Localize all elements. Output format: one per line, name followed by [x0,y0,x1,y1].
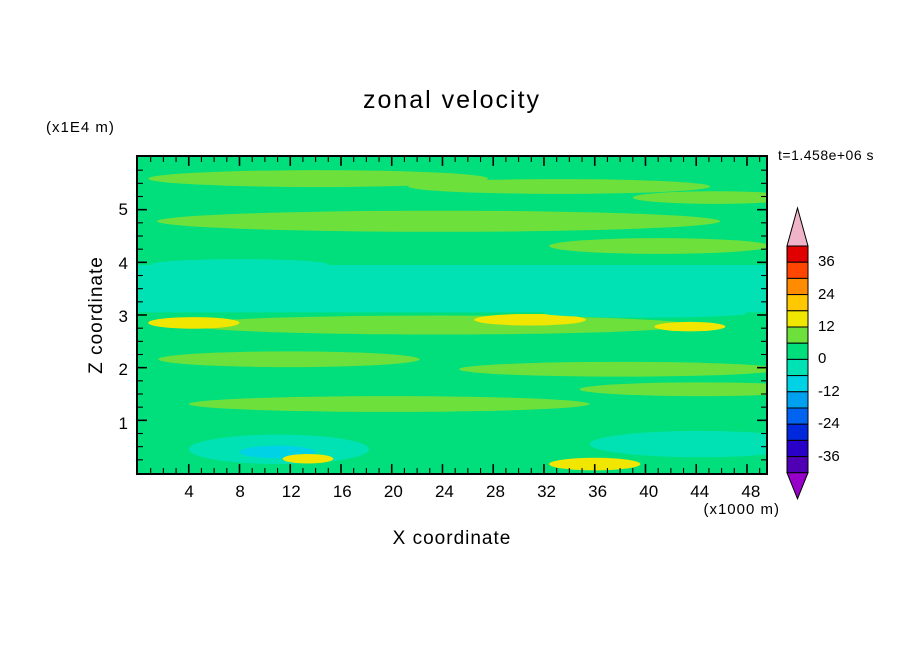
x-tick-label: 36 [588,482,608,501]
timestamp-label: t=1.458e+06 s [778,147,875,163]
contour-blob [148,317,240,329]
colorbar-segment [786,294,809,312]
contour-blob [158,351,420,368]
chart-title: zonal velocity [362,86,542,114]
colorbar-tick-label: 36 [818,253,835,271]
colorbar-segment [786,261,809,279]
x-tick-label: 28 [486,482,505,501]
contour-blob [157,210,721,232]
colorbar-segment [786,310,809,328]
x-tick-label: 32 [537,482,557,501]
contour-blob [187,315,690,335]
contour-blob [543,309,747,318]
y-axis-unit-label: (x1E4 m) [46,119,115,136]
contour-blob [282,454,334,464]
colorbar-tick-label: -36 [818,447,840,465]
x-tick-label: 48 [741,482,761,501]
contour-blob [150,259,329,270]
colorbar [786,206,809,501]
contour-blob [148,170,489,188]
x-tick-label: 12 [281,482,301,501]
colorbar-segment [786,358,809,377]
y-tick-label: 3 [118,307,128,326]
colorbar-segment [786,407,809,425]
colorbar-segment [786,277,809,296]
x-axis-unit-label: (x1000 m) [703,501,780,518]
y-tick-label: 2 [118,360,128,380]
contour-blob [654,321,726,332]
x-tick-label: 40 [639,482,659,501]
colorbar-segment [786,326,809,344]
contour-field [138,157,766,473]
contour-blob [474,313,586,326]
colorbar-tick-label: 12 [818,318,835,335]
colorbar-tick-label: 24 [818,285,835,303]
plot-area [136,155,768,475]
contour-blob [579,382,766,397]
y-tick-label: 4 [118,253,128,273]
contour-blob [549,457,641,471]
contour-band [138,264,766,313]
x-tick-label: 44 [690,482,710,501]
colorbar-segment [786,375,809,393]
colorbar-under-arrow [786,472,809,501]
colorbar-segment [786,391,809,409]
contour-blob [632,191,766,204]
colorbar-segment [786,245,809,263]
contour-blob [188,396,590,412]
y-tick-label: 5 [118,200,128,220]
contour-blob [408,179,711,194]
contour-blob [589,430,766,458]
y-tick-label: 1 [118,413,128,433]
x-axis-title: X coordinate [392,528,512,549]
colorbar-over-arrow [786,206,809,247]
colorbar-tick-label: -12 [818,382,840,400]
colorbar-segment [786,456,809,474]
colorbar-tick-label: 0 [818,350,827,368]
contour-blob [549,238,766,254]
x-tick-label: 4 [184,482,194,501]
x-tick-label: 24 [434,482,454,501]
x-tick-label: 20 [383,482,403,501]
colorbar-segment [786,423,809,441]
x-tick-label: 8 [235,482,245,501]
x-tick-label: 16 [332,482,352,501]
colorbar-tick-label: -24 [818,415,840,433]
colorbar-segment [786,342,809,360]
contour-blob [459,361,766,377]
colorbar-segment [786,439,809,458]
